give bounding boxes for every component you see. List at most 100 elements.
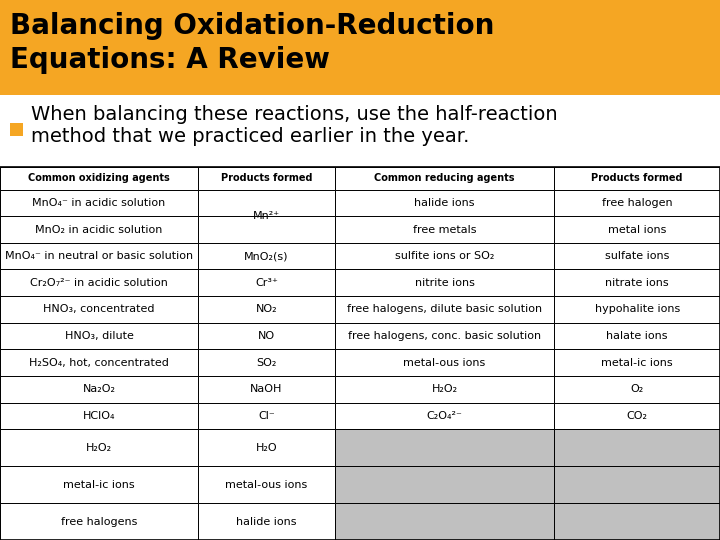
Text: hypohalite ions: hypohalite ions <box>595 305 680 314</box>
Bar <box>554 503 720 540</box>
Text: nitrite ions: nitrite ions <box>415 278 474 288</box>
Bar <box>335 243 554 269</box>
Text: Mn²⁺: Mn²⁺ <box>253 211 280 221</box>
Text: Products formed: Products formed <box>220 173 312 183</box>
Bar <box>0 0 720 95</box>
Text: NO: NO <box>258 331 275 341</box>
Bar <box>554 216 720 243</box>
Bar <box>335 429 554 466</box>
Text: free metals: free metals <box>413 225 477 234</box>
Text: H₂SO₄, hot, concentrated: H₂SO₄, hot, concentrated <box>29 357 169 368</box>
Bar <box>0 296 198 323</box>
Bar <box>0 190 198 216</box>
Bar <box>335 323 554 349</box>
Bar <box>198 466 335 503</box>
Bar <box>335 403 554 429</box>
Bar <box>198 429 335 466</box>
Bar <box>554 429 720 466</box>
Text: Cr³⁺: Cr³⁺ <box>255 278 278 288</box>
Bar <box>335 376 554 403</box>
Text: Na₂O₂: Na₂O₂ <box>83 384 115 394</box>
Bar <box>335 167 554 190</box>
Bar <box>198 349 335 376</box>
Text: metal-ous ions: metal-ous ions <box>403 357 486 368</box>
Text: sulfate ions: sulfate ions <box>605 251 670 261</box>
Bar <box>554 403 720 429</box>
Text: free halogens: free halogens <box>60 517 138 526</box>
Text: Products formed: Products formed <box>591 173 683 183</box>
Text: MnO₂ in acidic solution: MnO₂ in acidic solution <box>35 225 163 234</box>
Text: Equations: A Review: Equations: A Review <box>10 46 330 74</box>
Bar <box>198 243 335 269</box>
Bar <box>198 167 335 190</box>
Text: Common reducing agents: Common reducing agents <box>374 173 515 183</box>
Bar <box>554 243 720 269</box>
Bar <box>0 403 198 429</box>
Text: HNO₃, concentrated: HNO₃, concentrated <box>43 305 155 314</box>
Text: Balancing Oxidation-Reduction: Balancing Oxidation-Reduction <box>10 12 495 40</box>
Text: H₂O: H₂O <box>256 443 277 453</box>
Bar <box>0 429 198 466</box>
Bar <box>0 503 198 540</box>
Bar <box>0 167 198 190</box>
Text: method that we practiced earlier in the year.: method that we practiced earlier in the … <box>31 127 469 146</box>
Text: free halogen: free halogen <box>602 198 672 208</box>
Bar <box>198 376 335 403</box>
Bar <box>198 503 335 540</box>
Bar <box>198 269 335 296</box>
Text: H₂O₂: H₂O₂ <box>86 443 112 453</box>
Bar <box>0 323 198 349</box>
Text: MnO₂(s): MnO₂(s) <box>244 251 289 261</box>
Bar <box>198 216 335 243</box>
Bar <box>335 190 554 216</box>
Bar <box>0 167 720 540</box>
Text: Common oxidizing agents: Common oxidizing agents <box>28 173 170 183</box>
Text: SO₂: SO₂ <box>256 357 276 368</box>
Text: When balancing these reactions, use the half-reaction: When balancing these reactions, use the … <box>31 105 557 124</box>
Text: MnO₄⁻ in acidic solution: MnO₄⁻ in acidic solution <box>32 198 166 208</box>
Text: CO₂: CO₂ <box>626 411 648 421</box>
Text: Cr₂O₇²⁻ in acidic solution: Cr₂O₇²⁻ in acidic solution <box>30 278 168 288</box>
Bar <box>554 190 720 216</box>
Text: free halogens, dilute basic solution: free halogens, dilute basic solution <box>347 305 542 314</box>
Bar <box>335 216 554 243</box>
Text: nitrate ions: nitrate ions <box>606 278 669 288</box>
Bar <box>554 466 720 503</box>
Bar <box>335 296 554 323</box>
Text: halide ions: halide ions <box>236 517 297 526</box>
Bar <box>0 216 198 243</box>
Bar <box>554 376 720 403</box>
Text: metal ions: metal ions <box>608 225 667 234</box>
Text: H₂O₂: H₂O₂ <box>431 384 458 394</box>
Bar <box>198 190 335 216</box>
Text: halide ions: halide ions <box>414 198 475 208</box>
Text: halate ions: halate ions <box>606 331 668 341</box>
Bar <box>0 349 198 376</box>
Bar <box>198 296 335 323</box>
Text: free halogens, conc. basic solution: free halogens, conc. basic solution <box>348 331 541 341</box>
Bar <box>335 466 554 503</box>
Text: NO₂: NO₂ <box>256 305 277 314</box>
Text: metal-ic ions: metal-ic ions <box>601 357 673 368</box>
Bar <box>554 296 720 323</box>
Bar <box>554 167 720 190</box>
Bar <box>554 323 720 349</box>
Bar <box>0 95 720 167</box>
Bar <box>335 349 554 376</box>
Text: NaOH: NaOH <box>251 384 282 394</box>
Text: Cl⁻: Cl⁻ <box>258 411 275 421</box>
Text: HClO₄: HClO₄ <box>83 411 115 421</box>
Text: C₂O₄²⁻: C₂O₄²⁻ <box>427 411 462 421</box>
Bar <box>0 466 198 503</box>
Bar <box>554 349 720 376</box>
Text: metal-ous ions: metal-ous ions <box>225 480 307 490</box>
Bar <box>10 123 23 136</box>
Text: O₂: O₂ <box>631 384 644 394</box>
Bar <box>335 503 554 540</box>
Text: MnO₄⁻ in neutral or basic solution: MnO₄⁻ in neutral or basic solution <box>5 251 193 261</box>
Bar <box>554 269 720 296</box>
Text: HNO₃, dilute: HNO₃, dilute <box>65 331 133 341</box>
Bar <box>198 403 335 429</box>
Text: metal-ic ions: metal-ic ions <box>63 480 135 490</box>
Bar <box>335 269 554 296</box>
